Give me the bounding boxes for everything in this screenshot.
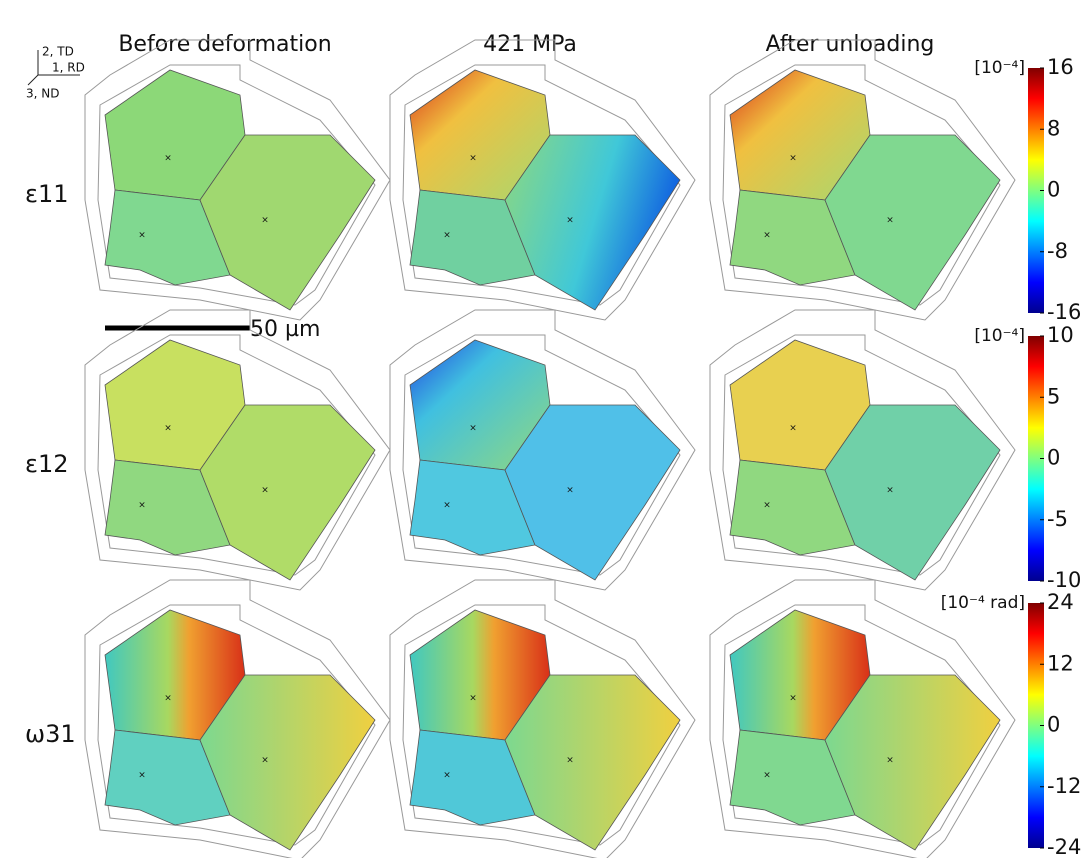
row-label: ε11: [25, 180, 69, 208]
strain-map: × × ×: [85, 40, 390, 320]
grain-center: ×: [763, 231, 771, 241]
colorbar-unit: [10⁻⁴ rad]: [941, 593, 1025, 613]
grain-center: ×: [886, 486, 894, 496]
grain-center: ×: [469, 694, 477, 704]
colorbar-tick-label: 10: [1047, 323, 1074, 347]
colorbar-tick-label: 0: [1047, 446, 1060, 470]
column-header: After unloading: [766, 32, 935, 57]
grain-center: ×: [789, 694, 797, 704]
figure: 2, TD 1, RD 3, ND 50 µm Before deformati…: [0, 0, 1091, 858]
column-header: Before deformation: [118, 32, 331, 57]
column-header: 421 MPa: [483, 32, 577, 57]
grain-center: ×: [886, 756, 894, 766]
colorbar-tick-label: -5: [1047, 507, 1068, 531]
grain-center: ×: [138, 231, 146, 241]
colorbar-tick-label: 5: [1047, 384, 1060, 408]
grain-center: ×: [164, 694, 172, 704]
scale-bar-label: 50 µm: [250, 317, 320, 342]
grain-center: ×: [164, 424, 172, 434]
grain-center: ×: [443, 501, 451, 511]
colorbar-unit: [10⁻⁴]: [974, 58, 1025, 78]
grain-center: ×: [789, 424, 797, 434]
strain-map: × × ×: [710, 310, 1015, 590]
colorbar-tick-label: 24: [1047, 590, 1074, 614]
grain-center: ×: [469, 424, 477, 434]
colorbar-tick-label: 16: [1047, 55, 1074, 79]
colorbar-tick-label: 12: [1047, 651, 1074, 675]
grain-center: ×: [469, 154, 477, 164]
grain-center: ×: [261, 756, 269, 766]
row-label: ω31: [25, 720, 76, 748]
strain-map: × × ×: [390, 580, 695, 858]
colorbar-tick-label: -12: [1047, 774, 1081, 798]
colorbar-tick-label: 0: [1047, 713, 1060, 737]
strain-map: × × ×: [390, 310, 695, 590]
colorbar-tick-label: 8: [1047, 116, 1060, 140]
grain-center: ×: [886, 216, 894, 226]
grain-center: ×: [443, 771, 451, 781]
grain-center: ×: [443, 231, 451, 241]
axis-label: 1, RD: [52, 61, 85, 75]
grain-center: ×: [789, 154, 797, 164]
grain-center: ×: [164, 154, 172, 164]
axis-label: 3, ND: [26, 87, 59, 101]
colorbar-tick-label: -8: [1047, 239, 1068, 263]
strain-map: × × ×: [710, 580, 1015, 858]
axis-label: 2, TD: [42, 45, 74, 59]
colorbar-tick-label: -10: [1047, 568, 1081, 592]
grain-center: ×: [261, 486, 269, 496]
colorbar-tick-label: -24: [1047, 835, 1081, 858]
grain-center: ×: [138, 771, 146, 781]
strain-map: × × ×: [85, 580, 390, 858]
colorbar-unit: [10⁻⁴]: [974, 326, 1025, 346]
strain-map: × × ×: [85, 310, 390, 590]
strain-map: × × ×: [710, 40, 1015, 320]
grain-center: ×: [261, 216, 269, 226]
colorbar-tick-label: 0: [1047, 178, 1060, 202]
colorbar-tick-label: -16: [1047, 300, 1081, 324]
grain-center: ×: [566, 756, 574, 766]
grain-center: ×: [566, 216, 574, 226]
grain-center: ×: [763, 771, 771, 781]
strain-map: × × ×: [390, 40, 695, 320]
row-label: ε12: [25, 450, 69, 478]
grain-center: ×: [763, 501, 771, 511]
grain-center: ×: [566, 486, 574, 496]
grain-center: ×: [138, 501, 146, 511]
